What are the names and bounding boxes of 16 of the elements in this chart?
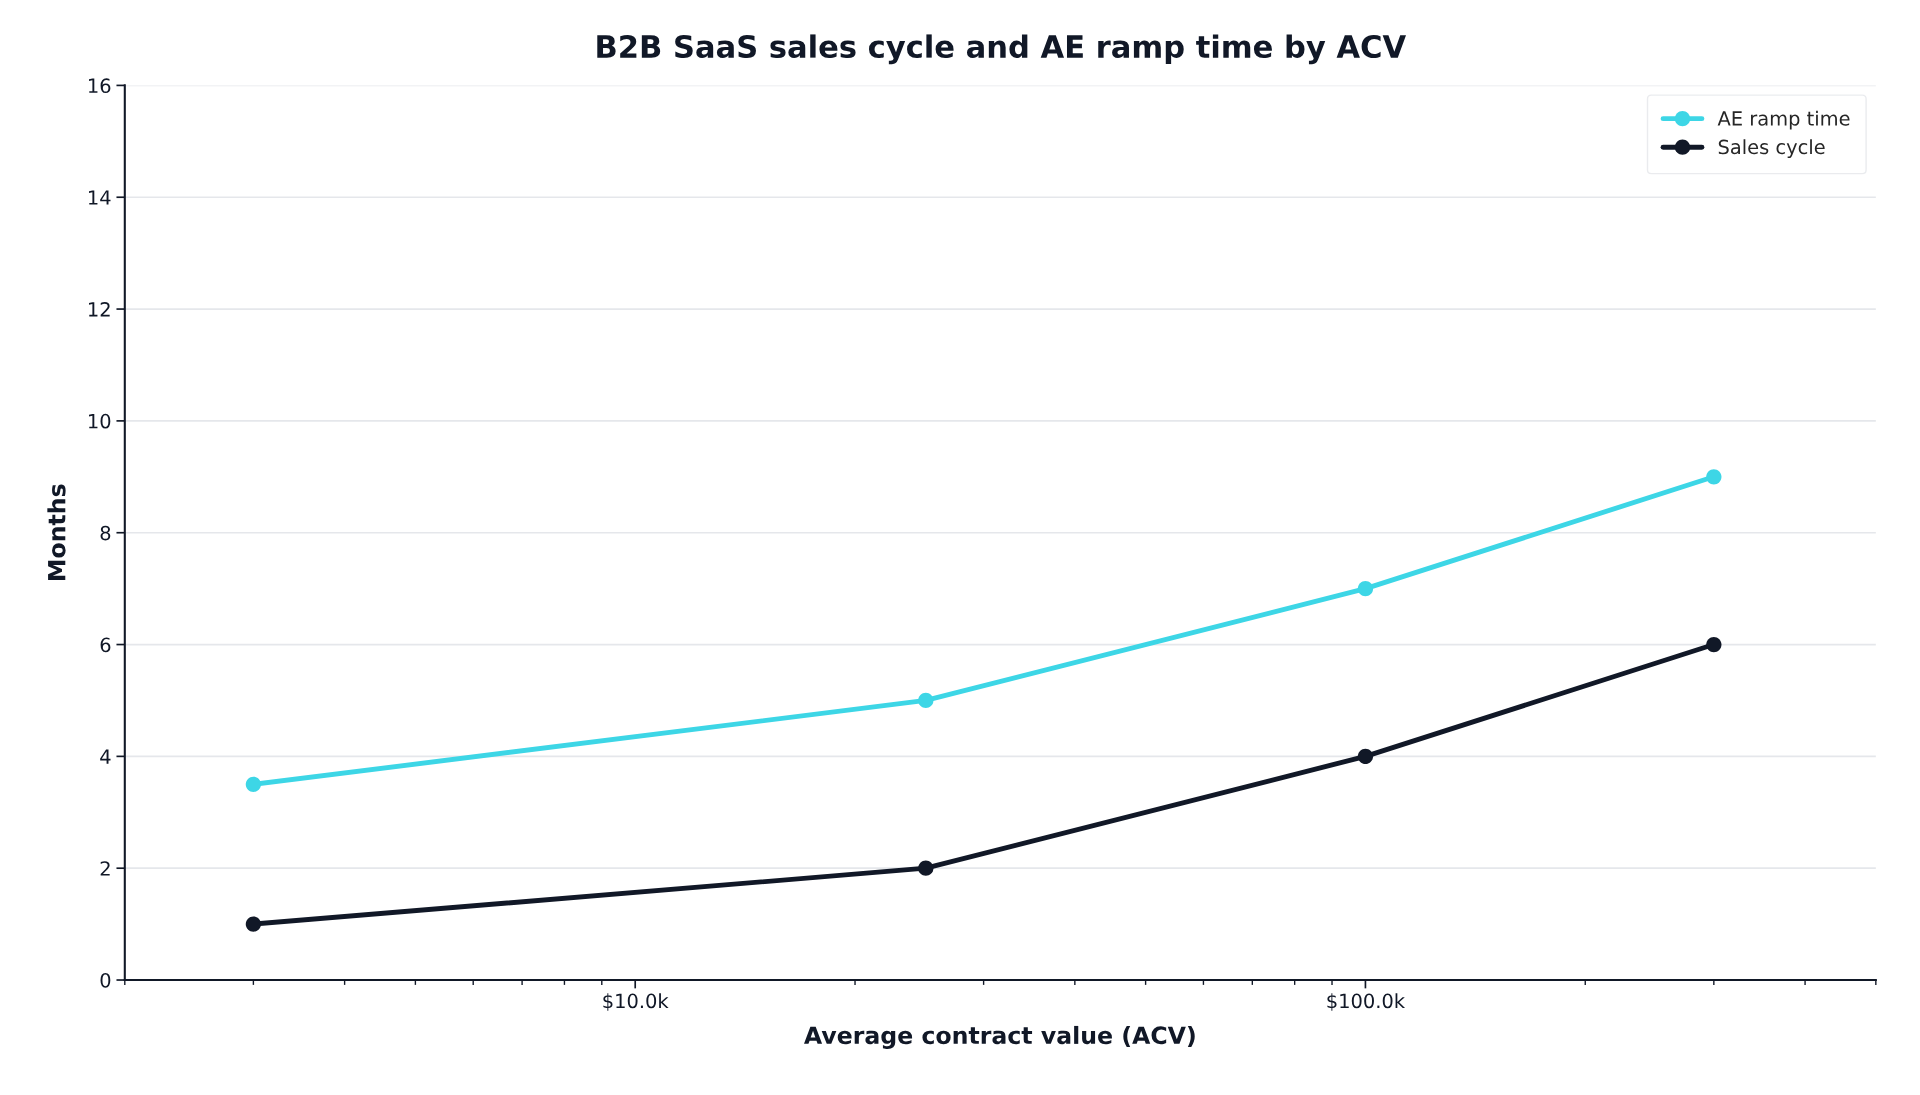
y-tick-label: 2 <box>100 861 110 876</box>
y-tick-label: 10 <box>89 413 111 429</box>
x-tick-label: $100.0k <box>1327 993 1406 1011</box>
y-tick-label: 12 <box>89 302 110 317</box>
y-tick-label: 0 <box>100 972 111 988</box>
y-axis-title: Months <box>47 484 66 580</box>
legend-label: AE ramp time <box>1717 110 1850 130</box>
y-tick-label: 14 <box>89 190 111 205</box>
y-tick-label: 16 <box>89 78 111 94</box>
y-tick-label: 4 <box>100 749 111 764</box>
chart-title: B2B SaaS sales cycle and AE ramp time by ACV <box>597 34 1407 65</box>
y-tick-label: 6 <box>100 637 111 653</box>
legend-label: Sales cycle <box>1718 139 1825 159</box>
x-axis-title: Average contract value (ACV) <box>804 1025 1195 1049</box>
y-tick-label: 8 <box>100 525 111 541</box>
x-tick-label: $10.0k <box>603 993 669 1011</box>
